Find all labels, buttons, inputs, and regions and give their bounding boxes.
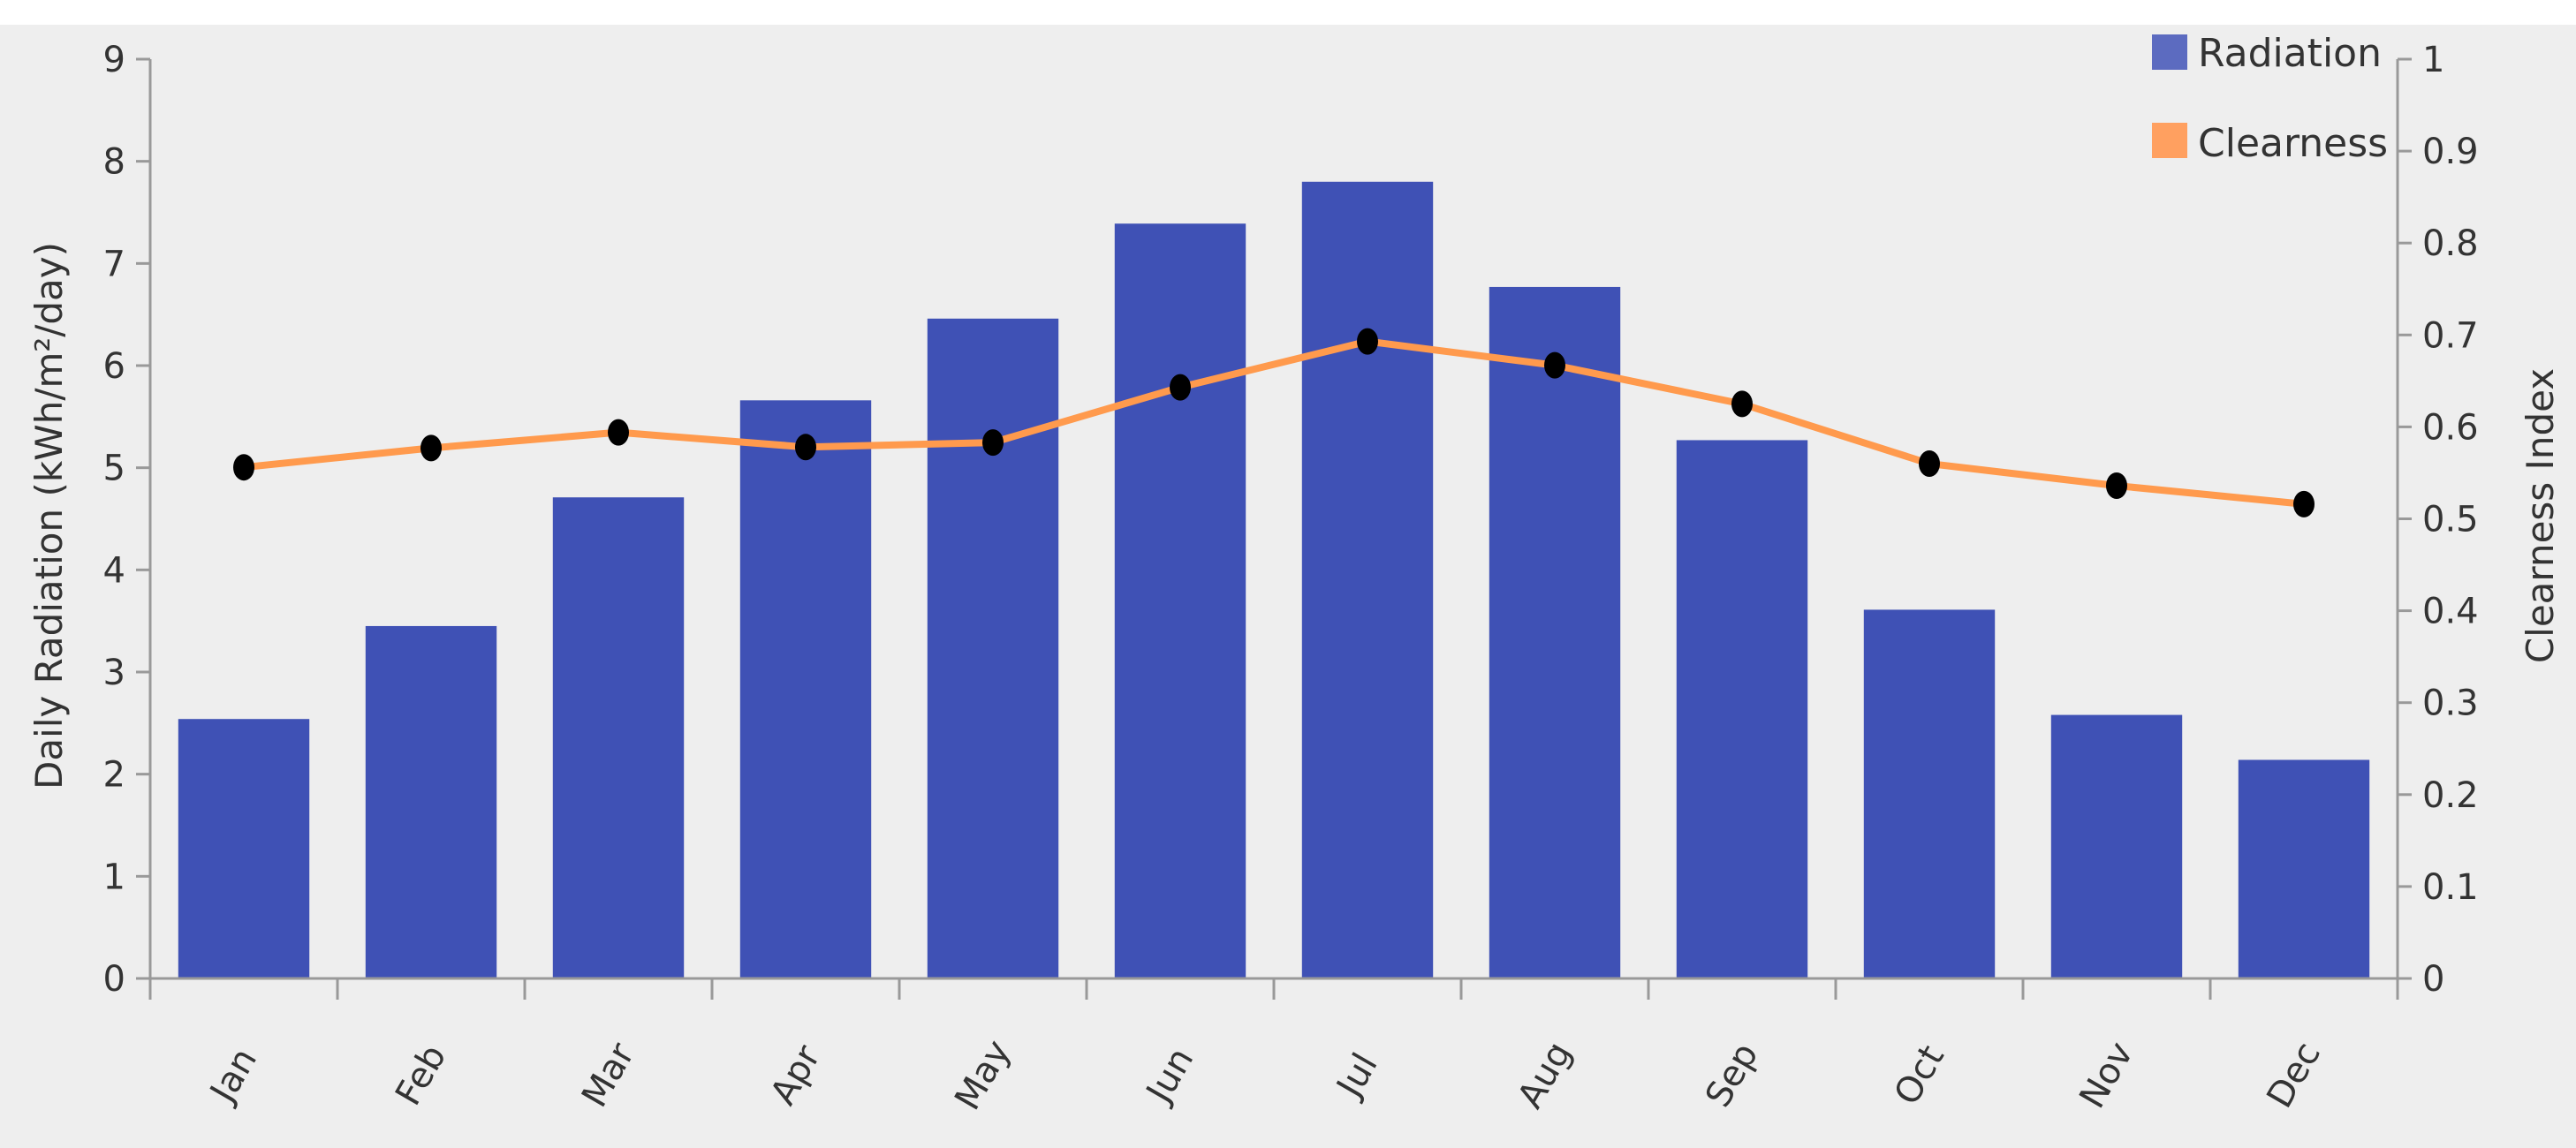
x-tick-label-dec: Dec [2259, 1035, 2329, 1114]
radiation-bar-jul [1301, 181, 1434, 979]
x-tick-label-apr: Apr [763, 1038, 830, 1112]
left-tick-label-5: 5 [103, 449, 125, 489]
radiation-bar-dec [2238, 759, 2370, 978]
x-tick-label-may: May [947, 1033, 1019, 1117]
clearness-point-oct [1919, 450, 1940, 478]
clearness-line [240, 337, 2307, 508]
left-tick-label-4: 4 [103, 550, 125, 591]
legend-label-clearness: Clearness [2198, 121, 2388, 166]
x-tick-label-jul: Jul [1328, 1046, 1385, 1106]
chart-panel: 0 1 2 3 4 5 6 7 8 9 0 0.1 0.2 0.3 0.4 0.5 0.6 0.7 0.8 0.9 1 J… [0, 25, 2576, 1148]
clearness-point-feb [420, 434, 442, 462]
radiation-bar-sep [1676, 440, 1808, 979]
clearness-point-mar [608, 419, 629, 446]
right-tick-label-4: 0.4 [2422, 592, 2479, 632]
right-tick-label-5: 0.5 [2422, 500, 2479, 540]
right-tick-label-2: 0.2 [2422, 775, 2479, 816]
clearness-point-jan [233, 454, 254, 481]
radiation-bar-jan [178, 719, 310, 978]
x-tick-label-jan: Jan [201, 1041, 265, 1111]
radiation-bar-feb [365, 625, 497, 978]
right-tick-label-3: 0.3 [2422, 684, 2479, 724]
right-tick-label-1: 0.1 [2422, 867, 2479, 908]
radiation-clearness-chart: 0 1 2 3 4 5 6 7 8 9 0 0.1 0.2 0.3 0.4 0.5 0.6 0.7 0.8 0.9 1 J… [27, 31, 2562, 1117]
radiation-bar-oct [1863, 609, 1996, 978]
legend-swatch-clearness [2152, 123, 2187, 158]
clearness-point-apr [795, 434, 816, 461]
right-tick-label-10: 1 [2422, 40, 2444, 80]
x-tick-label-oct: Oct [1887, 1038, 1952, 1112]
clearness-point-jun [1170, 374, 1191, 401]
left-tick-label-9: 9 [103, 40, 125, 80]
left-tick-label-2: 2 [103, 755, 125, 796]
legend: Radiation Clearness [2152, 31, 2388, 166]
x-tick-label-jun: Jun [1138, 1041, 1202, 1112]
clearness-point-may [982, 429, 1004, 457]
clearness-line-layer [233, 328, 2315, 517]
clearness-point-sep [1731, 390, 1753, 418]
radiation-bar-apr [739, 400, 872, 978]
right-axis-title: Clearness Index [2519, 368, 2562, 663]
radiation-bar-aug [1489, 286, 1621, 979]
x-tick-label-sep: Sep [1698, 1036, 1767, 1114]
legend-swatch-radiation [2152, 34, 2187, 70]
right-tick-label-8: 0.8 [2422, 223, 2479, 264]
clearness-point-nov [2106, 472, 2127, 500]
x-tick-label-feb: Feb [388, 1038, 454, 1112]
x-tick-label-aug: Aug [1510, 1035, 1580, 1115]
radiation-bars [178, 181, 2370, 979]
right-tick-label-7: 0.7 [2422, 315, 2479, 356]
left-tick-label-1: 1 [103, 857, 125, 897]
radiation-bar-mar [552, 497, 685, 978]
clearness-point-aug [1544, 351, 1565, 379]
axes [136, 57, 2412, 1000]
left-tick-label-8: 8 [103, 142, 125, 183]
x-tick-label-mar: Mar [574, 1036, 643, 1114]
radiation-bar-jun [1114, 223, 1246, 978]
clearness-point-dec [2293, 490, 2315, 517]
left-axis-title: Daily Radiation (kWh/m²/day) [27, 242, 71, 789]
radiation-bar-may [927, 318, 1059, 978]
clearness-point-jul [1357, 328, 1378, 355]
left-tick-label-3: 3 [103, 653, 125, 693]
left-tick-label-0: 0 [103, 959, 125, 1000]
right-tick-label-0: 0 [2422, 959, 2444, 1000]
right-tick-label-9: 0.9 [2422, 132, 2479, 172]
left-tick-label-6: 6 [103, 346, 125, 387]
right-tick-label-6: 0.6 [2422, 407, 2479, 448]
legend-label-radiation: Radiation [2198, 31, 2382, 76]
x-tick-label-nov: Nov [2072, 1035, 2141, 1115]
radiation-bar-nov [2050, 714, 2183, 978]
left-tick-label-7: 7 [103, 244, 125, 284]
